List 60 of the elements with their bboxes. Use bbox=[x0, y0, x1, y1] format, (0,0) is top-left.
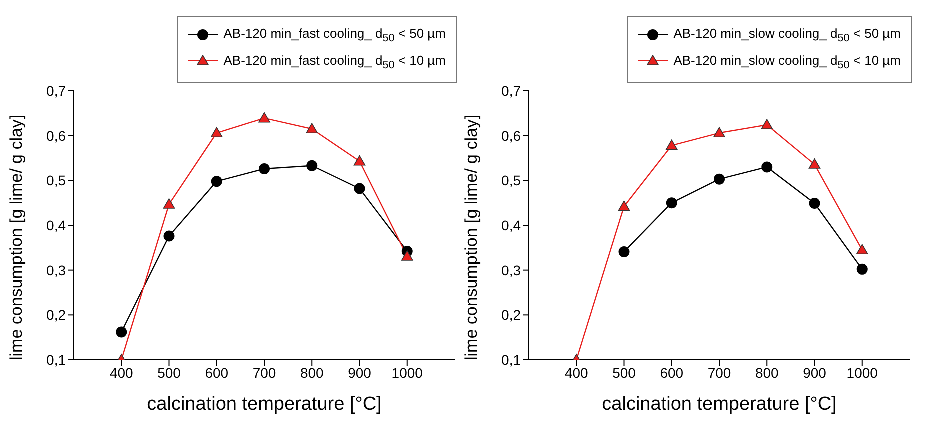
x-tick-label: 400 bbox=[110, 364, 134, 381]
y-tick-label: 0,3 bbox=[46, 262, 66, 278]
y-tick-label: 0,6 bbox=[46, 128, 66, 144]
x-axis-title: calcination temperature [°C] bbox=[602, 394, 837, 415]
x-tick-label: 800 bbox=[300, 364, 324, 381]
y-tick-label: 0,6 bbox=[502, 128, 522, 144]
point bbox=[856, 244, 868, 255]
point bbox=[210, 127, 223, 138]
y-tick-label: 0,5 bbox=[46, 172, 66, 189]
x-tick-label: 700 bbox=[708, 364, 732, 381]
point bbox=[856, 264, 868, 275]
point bbox=[164, 230, 175, 242]
point bbox=[666, 140, 678, 150]
y-tick-label: 0,2 bbox=[502, 307, 522, 324]
point bbox=[306, 123, 318, 134]
y-axis-title: lime consumption [g lime/ g clay] bbox=[462, 114, 482, 360]
point bbox=[306, 160, 318, 172]
point bbox=[211, 176, 222, 188]
point bbox=[258, 112, 270, 123]
x-axis-title: calcination temperature [°C] bbox=[147, 394, 382, 415]
point bbox=[762, 162, 773, 173]
x-tick-label: 900 bbox=[803, 364, 827, 381]
point bbox=[714, 174, 725, 185]
point bbox=[761, 119, 774, 130]
point bbox=[618, 246, 630, 258]
y-tick-label: 0,4 bbox=[46, 217, 66, 234]
x-tick-label: 600 bbox=[660, 364, 684, 381]
point bbox=[163, 198, 176, 209]
point bbox=[259, 164, 270, 175]
point bbox=[401, 250, 414, 261]
x-tick-label: 500 bbox=[612, 364, 636, 381]
y-tick-label: 0,5 bbox=[502, 172, 522, 189]
x-tick-label: 700 bbox=[252, 364, 276, 381]
y-tick-label: 0,4 bbox=[502, 217, 522, 234]
x-tick-label: 1000 bbox=[392, 364, 424, 381]
y-tick-label: 0,7 bbox=[46, 82, 66, 99]
x-tick-label: 600 bbox=[205, 364, 229, 381]
legend-label: AB-120 min_fast cooling_ d$_{50}$ < 50 µm bbox=[224, 26, 446, 45]
point bbox=[666, 198, 678, 209]
x-tick-label: 500 bbox=[158, 364, 182, 381]
y-tick-label: 0,1 bbox=[502, 352, 522, 368]
point bbox=[116, 326, 128, 338]
x-tick-label: 1000 bbox=[846, 364, 878, 381]
y-tick-label: 0,2 bbox=[46, 307, 66, 324]
legend-label: AB-120 min_slow cooling_ d$_{50}$ < 10 µm bbox=[674, 52, 901, 72]
y-tick-label: 0,3 bbox=[502, 262, 522, 278]
legend-label: AB-120 min_slow cooling_ d$_{50}$ < 50 µm bbox=[674, 26, 901, 45]
point bbox=[714, 127, 726, 138]
point bbox=[354, 155, 366, 166]
point bbox=[618, 200, 630, 212]
x-tick-label: 400 bbox=[564, 364, 589, 381]
point bbox=[808, 158, 821, 169]
y-tick-label: 0,7 bbox=[502, 82, 522, 99]
x-tick-label: 800 bbox=[755, 364, 780, 381]
y-tick-label: 0,1 bbox=[46, 352, 66, 368]
point bbox=[809, 198, 820, 210]
point bbox=[354, 183, 366, 194]
x-tick-label: 900 bbox=[348, 364, 372, 381]
legend-label: AB-120 min_fast cooling_ d$_{50}$ < 10 µm bbox=[224, 52, 446, 72]
y-axis-title: lime consumption [g lime/ g clay] bbox=[7, 114, 26, 360]
